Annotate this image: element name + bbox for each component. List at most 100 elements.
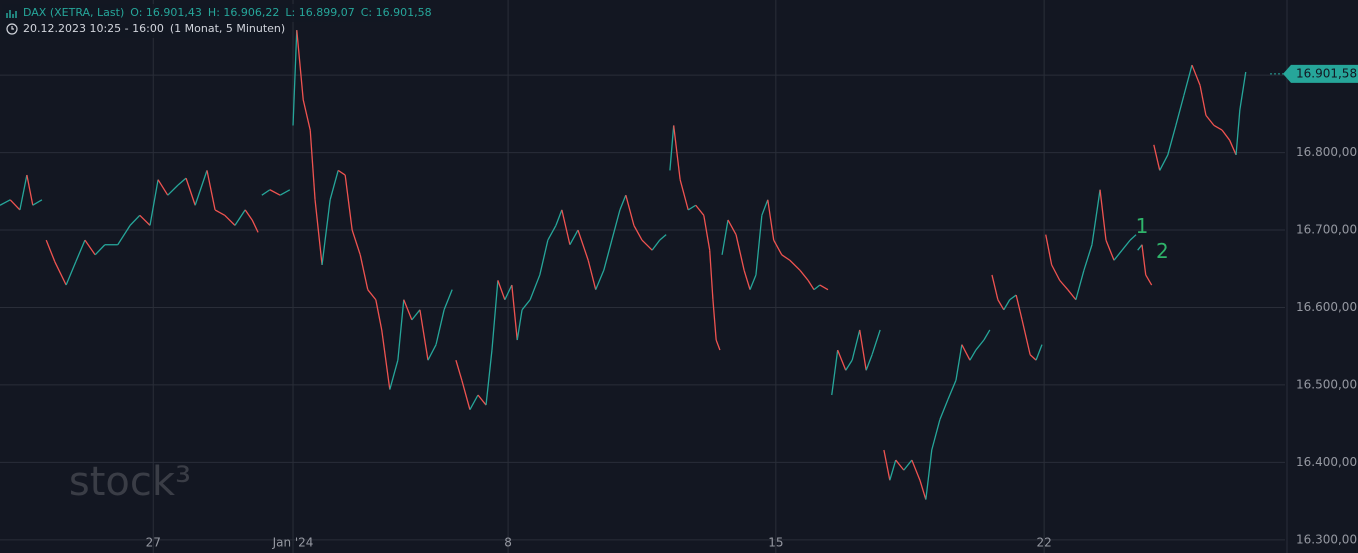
interval: (1 Monat, 5 Minuten): [170, 22, 285, 35]
price-segment: [587, 260, 597, 290]
price-segment: [837, 349, 847, 371]
clock-hands: [11, 26, 14, 30]
price-segment: [244, 209, 253, 221]
price-segment: [755, 215, 763, 276]
price-segment: [947, 380, 957, 400]
price-segment: [511, 284, 518, 341]
watermark: stock³: [69, 459, 191, 505]
x-tick-label: 15: [768, 536, 783, 550]
price-segment: [831, 349, 839, 396]
header-subtitle: 20.12.2023 10:25 - 16:00 (1 Monat, 5 Minu…: [23, 22, 285, 35]
y-tick-label: 16.700,00: [1296, 223, 1357, 237]
price-segment: [504, 284, 513, 301]
price-segment: [375, 299, 383, 331]
price-segment: [687, 204, 697, 211]
price-segment: [1083, 244, 1093, 271]
price-segment: [1221, 129, 1231, 141]
price-segment: [1213, 124, 1223, 131]
annotation: 1: [1136, 214, 1149, 238]
ohlc-value: O: 16.901,43: [130, 6, 202, 19]
price-segment: [595, 270, 605, 290]
price-segment: [1121, 239, 1131, 251]
price-segment: [807, 280, 815, 291]
price-segment: [381, 329, 391, 390]
price-segment: [54, 261, 67, 286]
price-segment: [1145, 274, 1153, 286]
price-segment: [709, 250, 714, 300]
price-segment: [427, 344, 437, 361]
y-tick-label: 16.300,00: [1296, 532, 1357, 546]
price-segment: [715, 339, 721, 351]
price-segment: [469, 394, 479, 411]
price-segment: [491, 280, 499, 351]
price-segment: [9, 199, 21, 211]
price-segment: [337, 169, 346, 176]
price-segment: [1091, 189, 1101, 245]
y-tick-label: 16.500,00: [1296, 377, 1357, 391]
price-segment: [539, 239, 549, 276]
price-segment: [845, 359, 853, 371]
price-segment: [679, 179, 689, 211]
ohlc-value: L: 16.899,07: [285, 6, 354, 19]
price-segment: [296, 30, 304, 100]
annotation: 2: [1156, 239, 1169, 263]
price-segment: [75, 239, 86, 263]
price-segment: [625, 195, 635, 226]
price-segment: [529, 274, 541, 300]
price-segment: [419, 309, 429, 361]
price-segment: [1075, 270, 1085, 300]
ohlc-value: C: 16.901,58: [361, 6, 432, 19]
price-segment: [871, 329, 881, 355]
price-segment: [1159, 154, 1169, 171]
price-segment: [321, 199, 331, 265]
price-segment: [983, 329, 991, 341]
price-segment: [1113, 249, 1123, 261]
price-segment: [194, 170, 208, 206]
price-segment: [813, 284, 821, 291]
price-segment: [997, 299, 1005, 311]
price-segment: [749, 274, 757, 290]
y-tick-label: 16.600,00: [1296, 300, 1357, 314]
price-segment: [261, 189, 271, 196]
price-segment: [859, 329, 867, 371]
price-segment: [1183, 64, 1193, 96]
price-segment: [351, 229, 361, 256]
price-segment: [895, 459, 905, 471]
price-segment: [721, 219, 729, 255]
price-segment: [1051, 264, 1061, 281]
price-segment: [167, 184, 179, 196]
x-tick-label: 22: [1036, 536, 1051, 550]
price-segment: [292, 30, 298, 126]
price-segment: [611, 209, 621, 241]
price-segment: [712, 299, 717, 341]
price-segment: [1239, 71, 1247, 111]
price-segment: [65, 261, 77, 286]
price-segment: [177, 177, 187, 186]
price-segment: [139, 214, 151, 226]
clock-icon: [6, 23, 18, 35]
price-segment: [497, 280, 506, 300]
price-segment: [1167, 125, 1177, 156]
price-segment: [969, 349, 977, 361]
price-segment: [659, 234, 667, 241]
price-segment: [19, 174, 28, 211]
price-segment: [443, 289, 453, 311]
price-segment: [1141, 244, 1147, 276]
price-segment: [411, 309, 421, 321]
y-tick-label: 16.400,00: [1296, 455, 1357, 469]
price-segment: [1235, 109, 1241, 155]
price-segment: [975, 339, 985, 351]
chart-icon: [6, 10, 17, 18]
price-segment: [641, 239, 653, 251]
price-segment: [1153, 144, 1161, 171]
price-segment: [1029, 354, 1037, 361]
price-segment: [521, 299, 531, 311]
price-segment: [603, 239, 613, 271]
price-segment: [555, 209, 563, 226]
price-segment: [302, 99, 311, 131]
price-segment: [955, 344, 963, 381]
price-segment: [781, 254, 791, 261]
y-tick-label: 16.800,00: [1296, 145, 1357, 159]
